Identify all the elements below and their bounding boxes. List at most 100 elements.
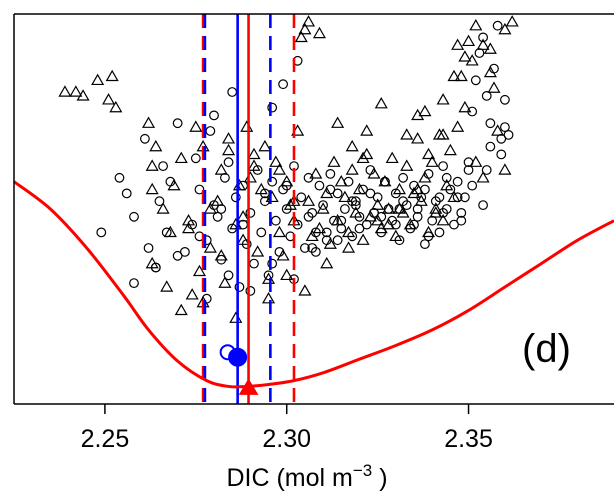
circle-point [332,235,343,246]
triangle-point [160,280,174,292]
triangle-point [243,171,257,183]
circle-point [365,188,376,199]
triangle-point [331,213,345,226]
circle-point [340,204,350,214]
circle-point [245,207,256,218]
triangle-point [349,206,363,218]
red-estimate-marker [238,378,259,395]
triangle-point [283,198,297,210]
triangle-point [280,268,294,281]
triangle-point [276,249,290,261]
circle-point [496,149,507,160]
triangle-point [443,143,457,156]
triangle-point [272,163,286,175]
triangle-point [320,186,334,199]
plot-frame [13,13,614,405]
triangle-point [385,151,399,164]
circle-point [278,79,288,90]
triangle-point [236,233,250,245]
circle-point [449,219,459,230]
circle-point [460,192,470,203]
circle-point [143,243,154,253]
circle-point [456,215,467,226]
triangle-point [247,159,261,171]
fit-curve [14,180,614,389]
estimate-markers [219,344,259,395]
x-axis-title-superscript: −3 [353,461,372,480]
circle-point [205,126,216,136]
triangle-point [142,116,156,128]
triangle-point [429,202,443,214]
circle-point [503,129,514,140]
triangle-point [451,120,465,132]
triangle-point [149,139,163,152]
x-tick-label: 2.35 [444,425,493,453]
triangle-point [222,143,236,156]
triangle-point [294,30,308,43]
triangle-point [440,178,454,191]
circle-point [300,243,310,253]
triangle-point [222,132,236,144]
triangle-point [334,174,348,187]
triangle-point [182,221,196,234]
triangle-point [374,96,388,109]
triangle-point [400,159,414,171]
triangle-point [342,241,356,253]
triangle-point [320,256,334,269]
triangle-point [145,182,159,195]
triangle-point [109,100,123,113]
triangle-point [425,155,439,167]
triangle-point [102,93,116,105]
triangle-point [392,202,406,214]
triangle-point [305,229,319,242]
circle-point [303,211,314,222]
triangle-point [469,155,483,167]
triangle-point [254,182,268,195]
triangle-point [356,233,370,245]
triangle-point [342,225,356,238]
triangle-point [462,34,476,47]
triangle-point [382,217,396,230]
triangle-point [352,182,366,195]
triangle-point [392,182,406,195]
triangle-point [407,186,421,199]
circle-point [336,223,347,234]
circle-point [267,258,278,269]
triangle-point [327,155,341,167]
triangle-point [312,26,326,39]
circle-point [481,165,492,175]
circle-point [307,243,318,253]
circle-point [470,75,481,86]
triangle-point [356,151,370,164]
circle-point [354,223,365,234]
circle-point [263,270,274,281]
triangle-point [203,202,217,214]
triangle-point [498,22,512,35]
x-axis-title-end: ) [372,464,387,492]
circle-point [485,141,496,152]
circle-point [481,90,492,101]
triangle-point [389,229,403,242]
circle-point [267,102,278,113]
triangle-point [174,303,188,316]
triangle-point [76,89,90,101]
circle-point [372,192,383,203]
circle-point [180,246,190,257]
circle-point [318,200,328,211]
triangle-point [403,217,417,230]
circle-point [412,211,423,222]
circle-point [129,211,139,222]
circle-point [438,161,448,172]
circle-point [412,204,423,214]
circle-point [478,200,488,211]
triangle-point [447,69,461,82]
triangle-point [487,81,501,93]
reference-lines [201,14,296,404]
circle-point [267,176,278,187]
circle-point [434,192,445,203]
triangle-point [458,100,472,113]
triangle-point [422,147,436,160]
circle-point [478,32,488,43]
triangle-point [476,171,490,183]
